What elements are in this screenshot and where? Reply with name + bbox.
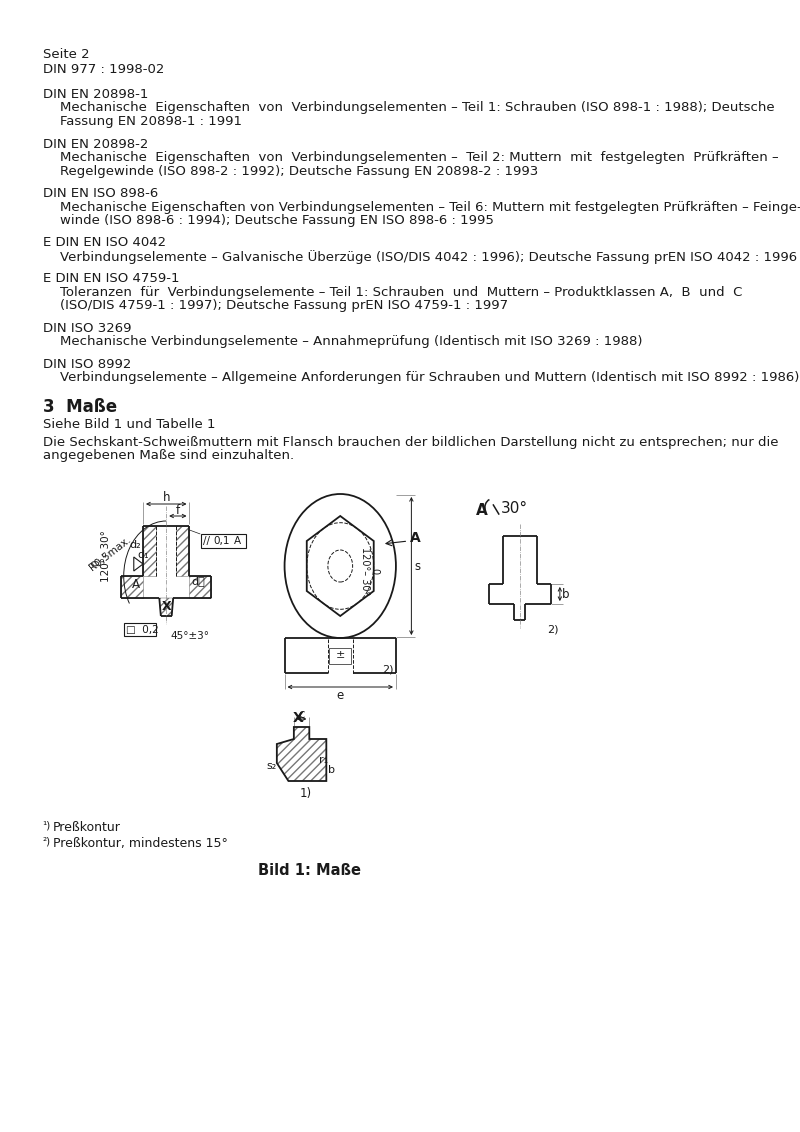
Text: 2): 2) bbox=[546, 625, 558, 635]
Text: DIN ISO 3269: DIN ISO 3269 bbox=[42, 321, 131, 335]
Text: s: s bbox=[414, 559, 421, 573]
Text: □  0,2: □ 0,2 bbox=[126, 625, 158, 635]
Text: 0,1: 0,1 bbox=[214, 535, 230, 546]
Text: Die Sechskant-Schweißmuttern mit Flansch brauchen der bildlichen Darstellung nic: Die Sechskant-Schweißmuttern mit Flansch… bbox=[42, 436, 778, 449]
Text: 1): 1) bbox=[299, 787, 311, 800]
Text: e: e bbox=[337, 689, 344, 702]
Text: DIN EN 20898-1: DIN EN 20898-1 bbox=[42, 88, 148, 101]
Text: ²): ²) bbox=[42, 837, 50, 847]
Text: E DIN EN ISO 4759-1: E DIN EN ISO 4759-1 bbox=[42, 273, 179, 285]
Text: E DIN EN ISO 4042: E DIN EN ISO 4042 bbox=[42, 237, 166, 249]
Text: Toleranzen  für  Verbindungselemente – Teil 1: Schrauben  und  Muttern – Produkt: Toleranzen für Verbindungselemente – Tei… bbox=[42, 286, 742, 299]
Text: Preßkontur, mindestens 15°: Preßkontur, mindestens 15° bbox=[53, 837, 227, 850]
Text: DIN EN 20898-2: DIN EN 20898-2 bbox=[42, 137, 148, 151]
Text: r₁: r₁ bbox=[318, 755, 328, 765]
Text: Preßkontur: Preßkontur bbox=[53, 821, 121, 834]
Text: 45°±3°: 45°±3° bbox=[170, 631, 209, 641]
Text: DIN 977 : 1998-02: DIN 977 : 1998-02 bbox=[42, 63, 164, 76]
Text: angegebenen Maße sind einzuhalten.: angegebenen Maße sind einzuhalten. bbox=[42, 449, 294, 463]
Text: A: A bbox=[410, 531, 421, 544]
Text: 120°– 30°: 120°– 30° bbox=[101, 530, 111, 582]
Text: Seite 2: Seite 2 bbox=[42, 48, 89, 61]
Polygon shape bbox=[306, 516, 374, 616]
Text: X: X bbox=[292, 711, 303, 724]
Text: 30°: 30° bbox=[501, 501, 528, 516]
FancyBboxPatch shape bbox=[330, 648, 351, 663]
Text: winde (ISO 898-6 : 1994); Deutsche Fassung EN ISO 898-6 : 1995: winde (ISO 898-6 : 1994); Deutsche Fassu… bbox=[42, 214, 494, 228]
Text: c: c bbox=[298, 708, 305, 721]
Text: R0,5max.: R0,5max. bbox=[88, 534, 134, 573]
Text: Regelgewinde (ISO 898-2 : 1992); Deutsche Fassung EN 20898-2 : 1993: Regelgewinde (ISO 898-2 : 1992); Deutsch… bbox=[42, 164, 538, 178]
Text: 2): 2) bbox=[382, 664, 394, 675]
Text: ±: ± bbox=[335, 651, 345, 660]
Text: Mechanische Eigenschaften von Verbindungselementen – Teil 6: Muttern mit festgel: Mechanische Eigenschaften von Verbindung… bbox=[42, 200, 800, 214]
Text: f: f bbox=[176, 504, 180, 517]
Text: b: b bbox=[562, 588, 570, 600]
Text: ¹): ¹) bbox=[42, 821, 50, 831]
Text: Siehe Bild 1 und Tabelle 1: Siehe Bild 1 und Tabelle 1 bbox=[42, 418, 215, 431]
Text: A: A bbox=[476, 503, 488, 518]
Text: 3  Maße: 3 Maße bbox=[42, 398, 117, 415]
Text: A: A bbox=[132, 578, 140, 591]
Text: Verbindungselemente – Allgemeine Anforderungen für Schrauben und Muttern (Identi: Verbindungselemente – Allgemeine Anforde… bbox=[42, 371, 799, 385]
Text: DIN EN ISO 898-6: DIN EN ISO 898-6 bbox=[42, 187, 158, 200]
Text: //: // bbox=[203, 535, 210, 546]
Text: X: X bbox=[162, 600, 171, 614]
Text: Mechanische Verbindungselemente – Annahmeprüfung (Identisch mit ISO 3269 : 1988): Mechanische Verbindungselemente – Annahm… bbox=[42, 335, 642, 349]
Text: Mechanische  Eigenschaften  von  Verbindungselementen –  Teil 2: Muttern  mit  f: Mechanische Eigenschaften von Verbindung… bbox=[42, 151, 778, 164]
Polygon shape bbox=[134, 557, 143, 571]
Text: Mechanische  Eigenschaften  von  Verbindungselementen – Teil 1: Schrauben (ISO 8: Mechanische Eigenschaften von Verbindung… bbox=[42, 102, 774, 114]
FancyBboxPatch shape bbox=[201, 534, 246, 548]
Text: d₂: d₂ bbox=[129, 540, 141, 550]
FancyBboxPatch shape bbox=[124, 623, 156, 636]
Text: 120°– 30°: 120°– 30° bbox=[360, 547, 370, 595]
Text: DIN ISO 8992: DIN ISO 8992 bbox=[42, 358, 131, 371]
Text: 0: 0 bbox=[370, 568, 379, 574]
Text: h: h bbox=[162, 491, 170, 504]
Text: A: A bbox=[234, 535, 241, 546]
Text: Verbindungselemente – Galvanische Überzüge (ISO/DIS 4042 : 1996); Deutsche Fassu: Verbindungselemente – Galvanische Überzü… bbox=[42, 250, 797, 264]
Ellipse shape bbox=[285, 494, 396, 638]
Circle shape bbox=[328, 550, 353, 582]
Text: Bild 1: Maße: Bild 1: Maße bbox=[258, 863, 361, 878]
Text: d꜀: d꜀ bbox=[192, 576, 206, 586]
Text: d₁: d₁ bbox=[138, 550, 150, 560]
Text: (ISO/DIS 4759-1 : 1997); Deutsche Fassung prEN ISO 4759-1 : 1997: (ISO/DIS 4759-1 : 1997); Deutsche Fassun… bbox=[42, 300, 508, 312]
Text: b: b bbox=[328, 765, 335, 775]
Text: s₂: s₂ bbox=[266, 761, 276, 771]
Text: Fassung EN 20898-1 : 1991: Fassung EN 20898-1 : 1991 bbox=[42, 115, 242, 128]
Text: 0: 0 bbox=[92, 559, 102, 566]
